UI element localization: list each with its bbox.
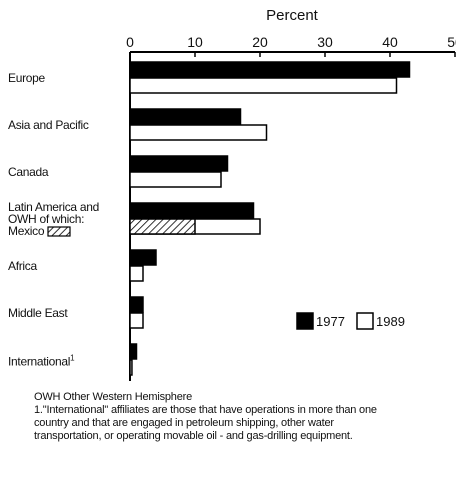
bar: [129, 155, 229, 172]
category-text: Europe: [8, 71, 45, 85]
note: OWH Other Western Hemisphere: [34, 391, 193, 403]
bar: [129, 77, 398, 94]
category-text: International: [8, 354, 71, 369]
category-text: Canada: [8, 165, 49, 179]
x-tick-label: 10: [187, 34, 203, 50]
legend-label: Mexico: [8, 224, 45, 238]
bar: [129, 171, 222, 188]
inline-legend: Mexico: [8, 225, 128, 237]
x-tick-label: 40: [382, 34, 398, 50]
bar: [129, 202, 255, 219]
category-label: Africa: [8, 260, 128, 272]
category-label: International1: [8, 353, 128, 368]
category-text: Asia and Pacific: [8, 118, 89, 132]
category-label: Canada: [8, 166, 128, 178]
bar: [129, 343, 138, 360]
bar: [129, 312, 144, 329]
bar: [129, 218, 196, 235]
category-text: Middle East: [8, 306, 68, 320]
note: 1."International" affiliates are those t…: [34, 404, 377, 442]
chart: Percent 0 10 20 30 40 50 1977 1989: [126, 7, 456, 381]
bar: [129, 61, 411, 78]
bar: [129, 108, 242, 125]
bar: [129, 124, 268, 141]
axis-label: Percent: [266, 7, 319, 24]
x-tick-label: 50: [447, 34, 456, 50]
bar: [129, 249, 157, 266]
legend-label: 1977: [316, 314, 345, 329]
legend-swatch: [47, 225, 71, 237]
legend-swatch: [356, 312, 374, 330]
category-label: Asia and Pacific: [8, 119, 128, 131]
swatch: [47, 225, 71, 237]
category-text: Latin America and OWH of which:: [8, 200, 99, 226]
x-tick-label: 20: [252, 34, 268, 50]
legend-swatch: [296, 312, 314, 330]
notes: OWH Other Western Hemisphere 1."Internati…: [34, 391, 379, 443]
category-label: Middle East: [8, 307, 128, 319]
bar: [129, 359, 133, 376]
category-label: Latin America and OWH of which: Mexico: [8, 201, 128, 237]
bar: [129, 265, 144, 282]
category-label: Europe: [8, 72, 128, 84]
legend-label: 1989: [376, 314, 405, 329]
x-tick-label: 0: [126, 34, 134, 50]
category-text: Africa: [8, 259, 37, 273]
footnote-marker: 1: [70, 353, 75, 363]
bar: [129, 296, 144, 313]
x-tick-label: 30: [317, 34, 333, 50]
